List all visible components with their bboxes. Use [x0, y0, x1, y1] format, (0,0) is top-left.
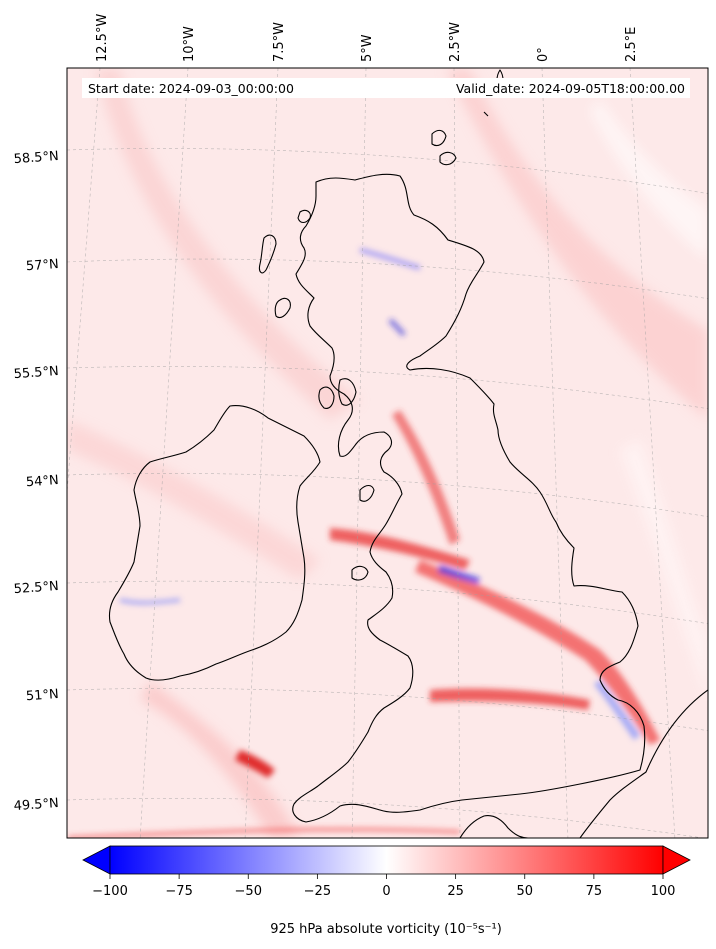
colorbar-tick-label: 25 [447, 884, 464, 899]
map-frame [66, 67, 709, 839]
colorbar-ticks: −100 −75 −50 −25 0 25 50 75 100 [92, 874, 675, 899]
lat-label-49-5n: 49.5°N [13, 796, 59, 814]
colorbar-tick-label: −50 [235, 884, 262, 899]
coastlines [108, 69, 708, 838]
lon-label-2-5w: 2.5°W [448, 22, 463, 62]
latitude-labels: 58.5°N 57°N 55.5°N 54°N 52.5°N 51°N 49.5… [13, 149, 59, 814]
colorbar-tick-label: 50 [516, 884, 533, 899]
lat-label-57n: 57°N [26, 257, 60, 274]
longitude-labels: 12.5°W 10°W 7.5°W 5°W 2.5°W 0° 2.5°E [95, 14, 639, 62]
colorbar-low-extend [82, 845, 111, 875]
colorbar-tick-label: 75 [586, 884, 603, 899]
colorbar-tick-label: −25 [304, 884, 331, 899]
lon-label-12-5w: 12.5°W [95, 14, 110, 62]
info-bar [82, 78, 690, 98]
lat-label-55-5n: 55.5°N [13, 364, 59, 382]
continent-coastline [579, 689, 708, 838]
lon-label-2-5e: 2.5°E [624, 27, 639, 62]
lon-label-0: 0° [536, 47, 551, 62]
lat-label-51n: 51°N [26, 687, 60, 704]
colorbar-label: 925 hPa absolute vorticity (10⁻⁵s⁻¹) [270, 922, 502, 937]
colorbar-tick-label: −100 [92, 884, 128, 899]
start-date-text: Start date: 2024-09-03_00:00:00 [88, 81, 294, 96]
great-britain-coastline [292, 173, 646, 823]
graticule [67, 68, 708, 838]
france-coastline [459, 815, 529, 838]
colorbar-high-extend [662, 845, 691, 875]
colorbar-tick-label: −75 [165, 884, 192, 899]
colorbar-tick-label: 0 [382, 884, 390, 899]
ireland-coastline [108, 405, 321, 681]
vorticity-field [67, 68, 708, 838]
lon-label-7-5w: 7.5°W [272, 22, 287, 62]
lon-label-10w: 10°W [182, 26, 197, 62]
colorbar: −100 −75 −50 −25 0 25 50 75 100 925 hPa absolute… [82, 845, 691, 937]
colorbar-bar [109, 845, 664, 875]
map-panel [67, 68, 708, 838]
valid-date-text: Valid_date: 2024-09-05T18:00:00.00 [456, 81, 685, 96]
lat-label-58-5n: 58.5°N [13, 149, 59, 167]
vorticity-bands [67, 247, 660, 838]
lat-label-54n: 54°N [26, 473, 60, 490]
colorbar-tick-label: 100 [651, 884, 676, 899]
lat-label-52-5n: 52.5°N [13, 579, 59, 597]
lon-label-5w: 5°W [360, 34, 375, 62]
